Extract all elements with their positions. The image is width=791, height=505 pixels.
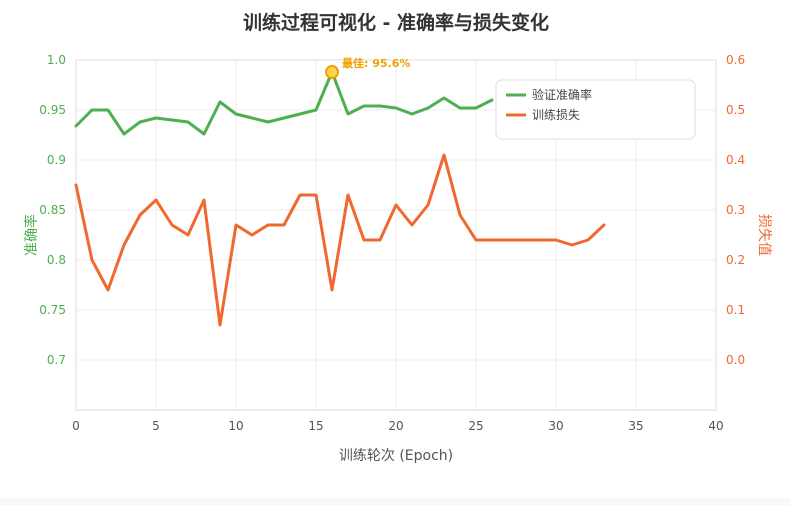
x-tick-label: 40 [708, 419, 723, 433]
chart-title: 训练过程可视化 - 准确率与损失变化 [243, 11, 549, 34]
x-tick-label: 10 [228, 419, 243, 433]
legend-label-accuracy[interactable]: 验证准确率 [532, 87, 592, 102]
left-axis-label: 准确率 [23, 214, 40, 256]
x-axis-ticks: 0 5 10 15 20 25 30 35 40 [72, 419, 723, 433]
left-tick-label: 0.8 [47, 253, 66, 267]
accuracy-series-line [74, 70, 494, 136]
series-group [74, 70, 606, 327]
x-tick-label: 15 [308, 419, 323, 433]
right-axis-label: 损失值 [756, 214, 772, 256]
x-tick-label: 35 [628, 419, 643, 433]
right-tick-label: 0.6 [726, 53, 745, 67]
legend-box [495, 79, 696, 140]
best-point-marker [325, 65, 339, 79]
legend[interactable]: 验证准确率 训练损失 [495, 79, 696, 140]
best-annotation-label: 最佳: 95.6% [342, 56, 410, 70]
legend-label-loss[interactable]: 训练损失 [532, 107, 580, 122]
left-axis-ticks: 0.7 0.75 0.8 0.85 0.9 0.95 1.0 [39, 53, 66, 367]
x-tick-label: 30 [548, 419, 563, 433]
x-tick-label: 5 [152, 419, 160, 433]
right-tick-label: 0.1 [726, 303, 745, 317]
plot-frame [75, 59, 717, 411]
left-tick-label: 0.9 [47, 153, 66, 167]
right-tick-label: 0.5 [726, 103, 745, 117]
grid [75, 59, 717, 410]
right-tick-label: 0.4 [726, 153, 745, 167]
x-tick-label: 0 [72, 419, 80, 433]
x-tick-label: 25 [468, 419, 483, 433]
left-tick-label: 0.7 [47, 353, 66, 367]
x-axis-label: 训练轮次 (Epoch) [339, 448, 453, 464]
right-axis-ticks: 0.0 0.1 0.2 0.3 0.4 0.5 0.6 [726, 53, 745, 367]
right-tick-label: 0.2 [726, 253, 745, 267]
left-tick-label: 0.85 [39, 203, 66, 217]
left-tick-label: 0.75 [39, 303, 66, 317]
right-tick-label: 0.3 [726, 203, 745, 217]
left-tick-label: 1.0 [47, 53, 66, 67]
right-tick-label: 0.0 [726, 353, 745, 367]
x-tick-label: 20 [388, 419, 403, 433]
annotation-group: 最佳: 95.6% [325, 56, 410, 79]
left-tick-label: 0.95 [39, 103, 66, 117]
loss-series-line [74, 153, 606, 327]
